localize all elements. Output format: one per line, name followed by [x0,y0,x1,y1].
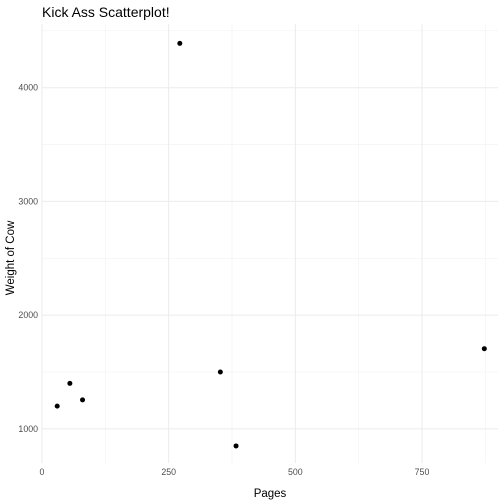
x-tick-label: 0 [40,467,45,477]
y-tick-label: 1000 [18,424,38,434]
y-tick-label: 3000 [18,196,38,206]
y-tick-label: 4000 [18,83,38,93]
major-gridlines [41,24,498,463]
data-point [481,346,487,352]
data-point [54,403,60,409]
x-tick-label: 250 [161,467,176,477]
y-tick-label: 2000 [18,310,38,320]
minor-gridlines [42,24,498,463]
x-tick-label: 500 [288,467,303,477]
chart-title: Kick Ass Scatterplot! [42,4,170,20]
x-axis-label: Pages [254,488,287,500]
x-tick-label: 750 [415,467,430,477]
data-point [177,40,183,46]
data-point [67,380,73,386]
y-axis-label: Weight of Cow [5,220,17,295]
data-points [54,40,487,449]
data-point [233,443,239,449]
data-point [80,397,86,403]
data-point [217,369,223,375]
y-axis-ticks: 1000 2000 3000 4000 [18,83,38,434]
x-axis-ticks: 0 250 500 750 [40,467,430,477]
